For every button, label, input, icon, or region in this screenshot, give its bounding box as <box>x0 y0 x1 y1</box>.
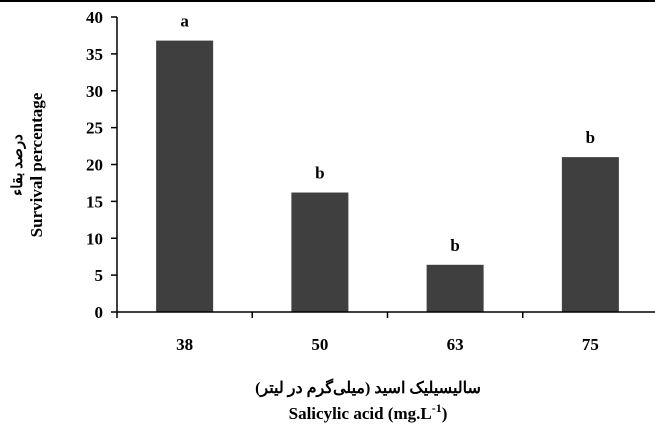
y-tick-label: 40 <box>86 8 103 27</box>
bar-significance-letter: b <box>450 236 459 255</box>
y-tick-label: 20 <box>86 156 103 175</box>
bar-significance-letter: a <box>180 12 189 31</box>
x-tick-label: 75 <box>582 335 599 354</box>
y-axis-title-persian: درصد بقاء <box>10 134 26 196</box>
bar <box>426 264 484 312</box>
x-axis-ticks: 38 50 63 75 <box>116 312 599 354</box>
y-tick-label: 0 <box>95 303 104 322</box>
y-tick-label: 25 <box>86 119 103 138</box>
y-tick-label: 35 <box>86 45 103 64</box>
x-tick-label: 50 <box>311 335 328 354</box>
bars-group: a b b b <box>156 12 619 312</box>
x-tick-label: 63 <box>447 335 464 354</box>
y-tick-label: 15 <box>86 192 103 211</box>
y-tick-label: 5 <box>95 266 104 285</box>
x-axis-title-close: ) <box>442 404 448 423</box>
bar-significance-letter: b <box>586 128 595 147</box>
y-axis-ticks: 0 5 10 15 20 25 30 35 40 <box>86 8 117 322</box>
y-tick-label: 10 <box>86 229 103 248</box>
x-tick-label: 38 <box>176 335 193 354</box>
x-axis-title-superscript: -1 <box>432 401 442 415</box>
y-axis-title: Survival percentage <box>27 92 46 237</box>
bar <box>291 192 349 312</box>
x-axis-title-persian: سالیسیلیک اسید (میلی‌گرم در لیتر) <box>255 378 481 398</box>
bar <box>561 157 619 312</box>
bar <box>156 40 214 312</box>
bar-significance-letter: b <box>315 164 324 183</box>
x-axis-title-main: Salicylic acid (mg.L <box>289 404 432 423</box>
x-axis-title: Salicylic acid (mg.L-1) <box>289 401 448 423</box>
y-tick-label: 30 <box>86 82 103 101</box>
